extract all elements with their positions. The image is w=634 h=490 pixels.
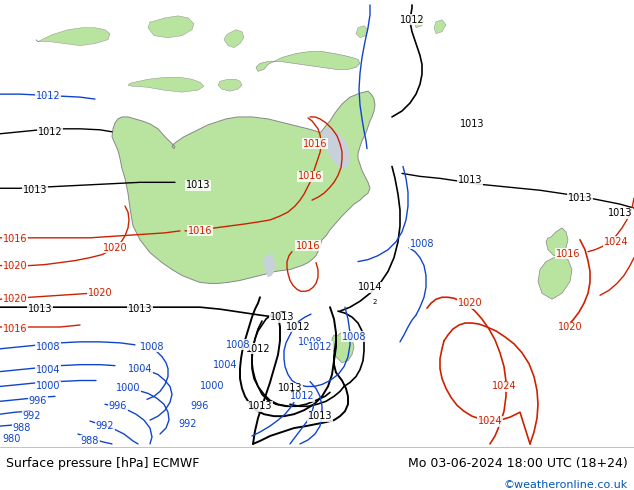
Text: 1013: 1013 [248, 401, 272, 411]
Text: 1000: 1000 [116, 384, 140, 393]
Text: 1004: 1004 [213, 360, 237, 369]
Text: 1012: 1012 [290, 392, 314, 401]
Text: 1013: 1013 [278, 384, 302, 393]
Text: 988: 988 [13, 423, 31, 433]
Text: 1013: 1013 [28, 304, 52, 314]
Text: 1000: 1000 [200, 381, 224, 392]
Text: 1016: 1016 [298, 172, 322, 181]
Text: 996: 996 [109, 401, 127, 411]
Text: 1020: 1020 [3, 261, 27, 270]
Text: 1013: 1013 [458, 175, 482, 185]
Polygon shape [356, 26, 368, 38]
Text: 1008: 1008 [342, 332, 366, 342]
Text: 1012: 1012 [286, 322, 310, 332]
Text: 1008: 1008 [410, 239, 434, 249]
Text: 992: 992 [179, 419, 197, 429]
Text: 1024: 1024 [477, 416, 502, 426]
Text: 1004: 1004 [127, 364, 152, 373]
Polygon shape [538, 256, 572, 299]
Polygon shape [546, 228, 568, 256]
Text: 1016: 1016 [3, 324, 27, 334]
Polygon shape [128, 77, 204, 92]
Text: 1008: 1008 [298, 337, 322, 347]
Text: 1016: 1016 [295, 241, 320, 251]
Polygon shape [36, 28, 110, 46]
Text: 992: 992 [23, 411, 41, 421]
Text: Surface pressure [hPa] ECMWF: Surface pressure [hPa] ECMWF [6, 457, 200, 470]
Polygon shape [332, 332, 354, 363]
Text: 1016: 1016 [556, 248, 580, 259]
Text: 1012: 1012 [307, 342, 332, 352]
Text: 1012: 1012 [246, 344, 270, 354]
Text: 1008: 1008 [36, 342, 60, 352]
Text: 1008: 1008 [139, 342, 164, 352]
Text: 988: 988 [81, 436, 99, 446]
Polygon shape [148, 16, 194, 38]
Text: 1004: 1004 [36, 365, 60, 374]
Text: 1012: 1012 [37, 127, 62, 137]
Text: 1008: 1008 [226, 340, 250, 350]
Polygon shape [112, 91, 375, 283]
Text: 1013: 1013 [186, 180, 210, 190]
Polygon shape [264, 253, 275, 277]
Text: 1014: 1014 [358, 282, 382, 293]
Text: 980: 980 [3, 434, 21, 444]
Text: 1013: 1013 [269, 312, 294, 322]
Text: 1020: 1020 [103, 243, 127, 253]
Text: 1000: 1000 [36, 381, 60, 392]
Text: 1013: 1013 [23, 185, 48, 195]
Text: 1013: 1013 [568, 193, 592, 203]
Polygon shape [224, 30, 244, 48]
Text: 1012: 1012 [36, 91, 60, 101]
Text: 996: 996 [29, 396, 47, 406]
Polygon shape [218, 79, 242, 91]
Text: 1020: 1020 [87, 288, 112, 298]
Polygon shape [434, 20, 446, 34]
Text: 2: 2 [373, 299, 377, 305]
Text: 1013: 1013 [608, 208, 632, 218]
Text: 1020: 1020 [458, 298, 482, 308]
Polygon shape [322, 127, 350, 169]
Polygon shape [414, 16, 424, 28]
Text: 1012: 1012 [399, 15, 424, 25]
Text: 1016: 1016 [3, 234, 27, 244]
Text: Mo 03-06-2024 18:00 UTC (18+24): Mo 03-06-2024 18:00 UTC (18+24) [408, 457, 628, 470]
Text: 996: 996 [191, 401, 209, 411]
Text: 1016: 1016 [188, 226, 212, 236]
Polygon shape [256, 51, 360, 72]
Text: 992: 992 [96, 421, 114, 431]
Text: 1020: 1020 [3, 294, 27, 304]
Text: 1020: 1020 [558, 322, 582, 332]
Text: 1024: 1024 [492, 381, 516, 392]
Text: ©weatheronline.co.uk: ©weatheronline.co.uk [503, 480, 628, 490]
Text: 1024: 1024 [604, 237, 628, 247]
Text: 1013: 1013 [127, 304, 152, 314]
Text: 1013: 1013 [307, 411, 332, 421]
Text: 1013: 1013 [460, 119, 484, 129]
Text: 1016: 1016 [303, 139, 327, 148]
